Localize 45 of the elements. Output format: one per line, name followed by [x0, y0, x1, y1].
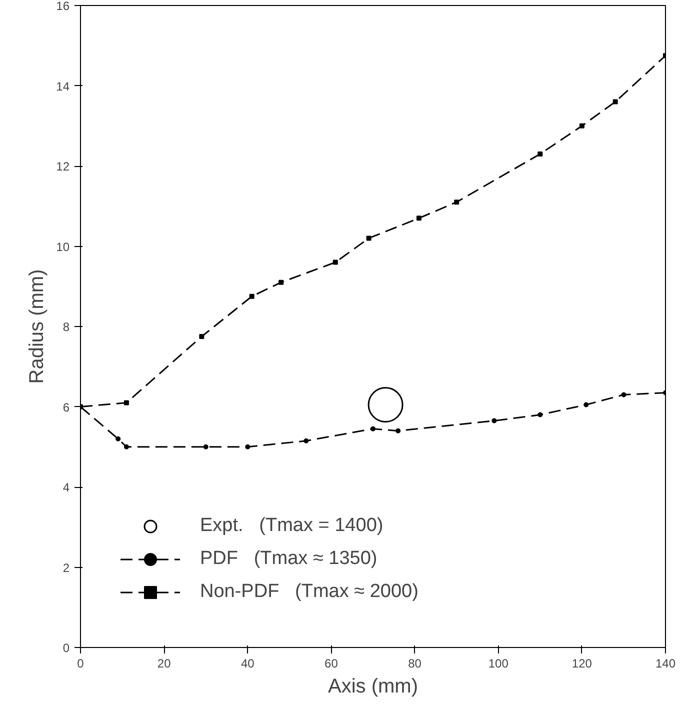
x-tick-label: 60 — [324, 656, 338, 670]
point — [396, 428, 401, 434]
x-tick-label: 140 — [655, 656, 676, 670]
legend-label: PDF (Tmax ≈ 1350) — [200, 548, 378, 570]
point — [278, 280, 284, 285]
x-tick-label: 100 — [488, 656, 509, 670]
x-tick-label: 40 — [240, 656, 255, 670]
y-tick-label: 6 — [62, 400, 70, 414]
y-axis-title: Radius (mm) — [26, 269, 48, 384]
y-tick-label: 12 — [56, 160, 70, 174]
y-tick-label: 0 — [62, 641, 70, 655]
x-tick-label: 80 — [408, 656, 422, 670]
point — [416, 216, 422, 221]
point — [370, 426, 376, 432]
x-tick-label: 120 — [572, 656, 592, 670]
point — [366, 236, 372, 241]
x-axis-title: Axis (mm) — [328, 676, 418, 698]
legend-label: Non-PDF (Tmax ≈ 2000) — [200, 581, 418, 603]
point — [579, 123, 584, 128]
point — [538, 412, 543, 418]
point — [245, 444, 250, 450]
point — [304, 438, 309, 444]
point — [249, 294, 254, 299]
y-tick-label: 14 — [56, 79, 70, 94]
y-tick-label: 4 — [62, 480, 70, 494]
point — [199, 334, 204, 340]
point — [116, 436, 121, 442]
point — [584, 402, 589, 408]
y-tick-label: 16 — [56, 0, 70, 13]
point — [203, 444, 208, 450]
point — [538, 151, 543, 156]
y-tick-label: 8 — [62, 320, 70, 334]
x-tick-label: 20 — [157, 656, 172, 670]
legend-label: Expt. (Tmax = 1400) — [200, 515, 384, 537]
point — [332, 260, 338, 265]
y-tick-label: 2 — [62, 560, 70, 575]
point — [368, 387, 404, 422]
point — [612, 99, 618, 104]
point — [124, 444, 129, 450]
point — [492, 418, 497, 424]
point — [454, 200, 460, 205]
point — [124, 400, 129, 406]
x-tick-label: 0 — [77, 656, 84, 670]
point — [621, 392, 626, 398]
y-tick-label: 10 — [56, 240, 70, 254]
